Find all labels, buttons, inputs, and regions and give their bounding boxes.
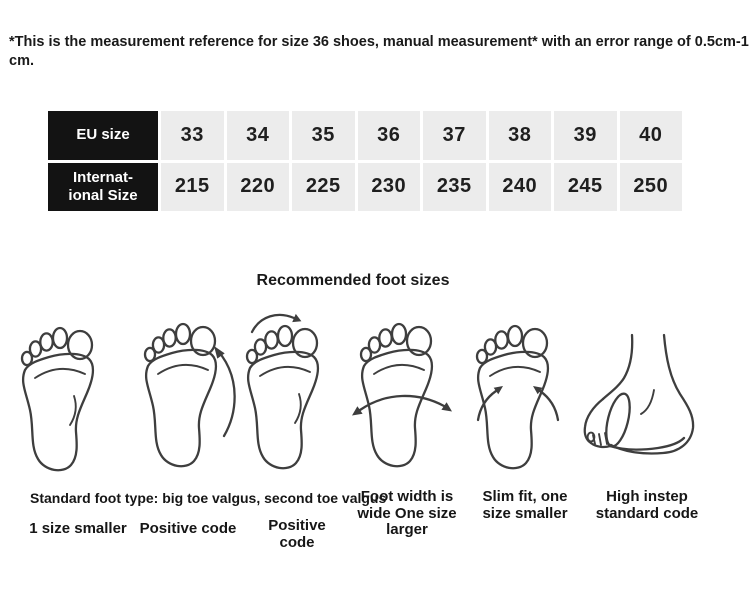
- eu-size-cell: 39: [554, 111, 617, 160]
- size-table-header-eu: EU size: [48, 111, 158, 160]
- caption-standard-foot: 1 size smaller: [29, 520, 127, 537]
- slim-foot-inward-arrows-icon: [468, 320, 568, 472]
- eu-size-cell: 33: [161, 111, 224, 160]
- international-size-cell: 240: [488, 162, 551, 211]
- international-size-cell: 220: [226, 162, 289, 211]
- caption-second-toe-valgus: Positive code: [268, 517, 326, 551]
- section-title: Recommended foot sizes: [256, 272, 450, 289]
- second-toe-valgus-foot-icon: [238, 308, 338, 472]
- international-size-cell: 225: [292, 162, 355, 211]
- eu-size-cell: 38: [488, 111, 551, 160]
- international-size-cell: 230: [357, 162, 420, 211]
- eu-size-cell: 37: [423, 111, 486, 160]
- eu-size-cell: 40: [619, 111, 682, 160]
- caption-high-instep: High instep standard code: [595, 488, 699, 522]
- eu-size-cell: 34: [226, 111, 289, 160]
- wide-foot-width-arrow-icon: [352, 318, 454, 472]
- size-table: EU size 33 34 35 36 37 38 39 40 Internat…: [48, 111, 682, 211]
- caption-standard-foot-types: Standard foot type: big toe valgus, seco…: [30, 490, 387, 506]
- caption-big-toe-valgus: Positive code: [139, 520, 237, 537]
- size-table-header-international: Internat- ional Size: [48, 162, 158, 211]
- eu-size-cell: 36: [357, 111, 420, 160]
- measurement-note: *This is the measurement reference for s…: [9, 34, 749, 69]
- international-size-cell: 245: [554, 162, 617, 211]
- big-toe-valgus-foot-icon: [136, 318, 242, 472]
- high-instep-side-foot-icon: [578, 332, 708, 462]
- international-size-cell: 250: [619, 162, 682, 211]
- international-size-cell: 235: [423, 162, 486, 211]
- eu-size-cell: 35: [292, 111, 355, 160]
- caption-slim-fit: Slim fit, one size smaller: [482, 488, 568, 522]
- caption-wide-foot: Foot width is wide One size larger: [357, 488, 457, 538]
- standard-foot-sole-icon: [13, 322, 113, 474]
- international-size-cell: 215: [161, 162, 224, 211]
